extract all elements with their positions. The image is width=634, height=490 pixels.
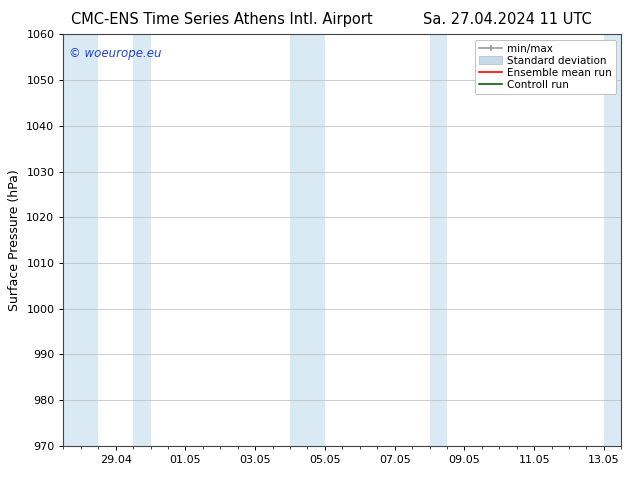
Text: Sa. 27.04.2024 11 UTC: Sa. 27.04.2024 11 UTC	[423, 12, 592, 27]
Bar	[429, 34, 447, 446]
Text: CMC-ENS Time Series Athens Intl. Airport: CMC-ENS Time Series Athens Intl. Airport	[71, 12, 373, 27]
Text: © woeurope.eu: © woeurope.eu	[69, 47, 162, 60]
Bar	[604, 34, 621, 446]
Bar	[290, 34, 325, 446]
Legend: min/max, Standard deviation, Ensemble mean run, Controll run: min/max, Standard deviation, Ensemble me…	[475, 40, 616, 94]
Bar	[63, 34, 98, 446]
Bar	[133, 34, 150, 446]
Y-axis label: Surface Pressure (hPa): Surface Pressure (hPa)	[8, 169, 21, 311]
